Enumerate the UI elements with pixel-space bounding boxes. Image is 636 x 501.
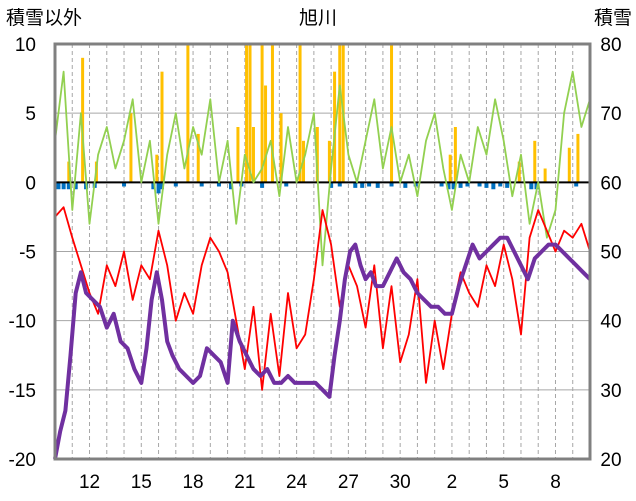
x-tick-label: 5 [498, 472, 509, 493]
snowfall-bar [315, 127, 319, 183]
right-tick-label: 60 [600, 173, 621, 194]
snowfall-bar [270, 44, 274, 183]
pressure-bar [156, 182, 161, 194]
x-tick-label: 27 [338, 472, 359, 493]
snowfall-bar [196, 133, 200, 183]
pressure-bar [465, 182, 470, 187]
pressure-bar [353, 182, 358, 188]
snowfall-bar [248, 44, 252, 183]
pressure-bar [574, 182, 579, 187]
chart-title: 旭川 [299, 7, 337, 29]
pressure-bar [199, 182, 204, 187]
snowfall-bar [67, 161, 71, 183]
pressure-bar [403, 182, 408, 188]
pressure-bar [529, 182, 534, 190]
right-tick-label: 70 [600, 104, 621, 125]
pressure-bar [389, 182, 394, 187]
pressure-bar [329, 182, 334, 188]
x-tick-label: 15 [131, 472, 152, 493]
x-tick-label: 12 [79, 472, 100, 493]
right-tick-label: 80 [600, 35, 621, 56]
snowfall-bar [390, 44, 394, 183]
snowfall-bar [155, 154, 159, 183]
left-tick-label: -15 [9, 381, 36, 402]
snow_depth-line [53, 235, 592, 460]
snowfall-bar [186, 44, 190, 183]
pressure-bar [360, 182, 365, 188]
right-tick-label: 30 [600, 381, 621, 402]
snowfall-bar [298, 44, 302, 183]
pressure-bar [260, 182, 265, 188]
right-axis-label: 積雪 [594, 7, 632, 29]
pressure-bar [151, 182, 156, 190]
wind-line [54, 70, 591, 267]
snowfall-bar [448, 154, 452, 183]
pressure-bar [375, 182, 380, 188]
pressure-bar [505, 182, 510, 188]
x-tick-label: 24 [286, 472, 308, 493]
pressure-bar [56, 182, 61, 190]
pressure-bar [367, 182, 372, 187]
x-tick-label: 21 [234, 472, 255, 493]
temperature-line [54, 206, 591, 391]
x-tick-label: 2 [447, 472, 458, 493]
snowfall-bar [533, 140, 537, 183]
pressure-bar [173, 182, 178, 187]
snowfall-bar [251, 127, 255, 183]
left-axis-label: 積雪以外 [6, 7, 82, 29]
snowfall-bar [279, 113, 283, 183]
left-tick-label: 0 [25, 173, 36, 194]
plot-frame [53, 42, 592, 461]
snowfall-bar [81, 57, 85, 183]
pressure-bar [458, 182, 463, 188]
snowfall-bar [260, 44, 264, 183]
left-tick-label: 5 [25, 104, 36, 125]
right-tick-label: 20 [600, 450, 621, 471]
pressure-bar [446, 182, 451, 190]
pressure-bar [439, 182, 444, 187]
snowfall-bar [567, 147, 571, 183]
snowfall-bar [236, 127, 240, 183]
pressure-bar [491, 182, 496, 190]
snowfall-bar [264, 85, 268, 183]
line-series [53, 70, 592, 460]
pressure-bar [216, 182, 221, 187]
pressure-bar [337, 182, 342, 187]
pressure-bar [160, 182, 164, 190]
pressure-bar [451, 182, 456, 190]
x-tick-label: 8 [550, 472, 561, 493]
pressure-bar [73, 182, 78, 190]
snowfall-bar [245, 44, 249, 183]
snowfall-bar [160, 71, 164, 183]
right-tick-label: 50 [600, 243, 621, 264]
left-tick-label: -5 [19, 243, 36, 264]
snowfall-bar [576, 133, 580, 183]
pressure-bar [484, 182, 489, 188]
pressure-bar [498, 182, 503, 187]
left-tick-label: -20 [9, 450, 36, 471]
left-tick-label: -10 [9, 312, 36, 333]
snowfall-bar [327, 140, 331, 183]
x-tick-label: 30 [390, 472, 411, 493]
snowfall-bar [129, 113, 133, 183]
pressure-bar [477, 182, 482, 187]
pressure-bar [122, 182, 127, 187]
left-tick-label: 10 [15, 35, 36, 56]
pressure-bar [61, 182, 66, 190]
snowfall-bar [453, 127, 457, 183]
pressure-bar [284, 182, 289, 187]
right-tick-label: 40 [600, 312, 621, 333]
pressure-bar [534, 182, 539, 190]
snowfall-bar [338, 44, 342, 183]
x-tick-label: 18 [182, 472, 203, 493]
pressure-bar [229, 182, 234, 190]
snowfall-bar [543, 168, 547, 183]
pressure-bar [66, 182, 71, 190]
snowfall-bar [517, 161, 521, 183]
